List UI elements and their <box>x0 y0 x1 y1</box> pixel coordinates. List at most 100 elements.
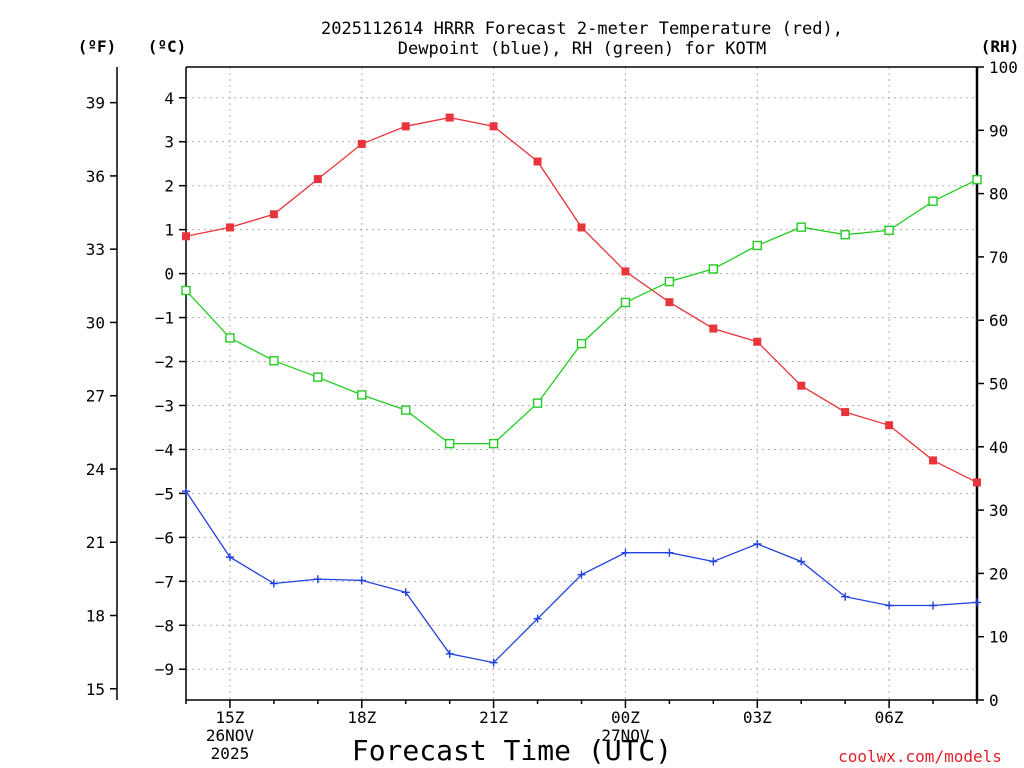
data-series <box>181 113 982 667</box>
dewpoint-point <box>929 601 938 610</box>
dewpoint-point <box>709 557 718 566</box>
rh-tick-label: 100 <box>989 58 1018 77</box>
dewpoint-point <box>885 601 894 610</box>
rh-point <box>928 196 938 206</box>
x-tick-year-label: 2025 <box>211 744 250 763</box>
rh-point <box>752 240 762 251</box>
dewpoint-point <box>753 539 762 548</box>
celsius-tick-label: −9 <box>155 660 174 679</box>
temperature-point <box>797 381 806 390</box>
rh-point <box>884 225 894 236</box>
celsius-tick-label: −7 <box>155 572 174 591</box>
celsius-tick-label: −4 <box>155 440 174 459</box>
temperature-line <box>185 116 978 483</box>
temperature-series <box>182 113 981 487</box>
chart-title-line-2: Dewpoint (blue), RH (green) for KOTM <box>398 39 766 59</box>
rh-point <box>796 222 806 232</box>
dewpoint-point <box>841 592 850 601</box>
celsius-tick-label: −3 <box>155 396 174 415</box>
celsius-tick-label: −1 <box>155 309 174 328</box>
rh-tick-label: 70 <box>989 248 1008 267</box>
temperature-point <box>621 267 630 276</box>
temperature-point <box>445 113 454 122</box>
dewpoint-point <box>533 614 542 623</box>
dewpoint-point <box>357 576 366 585</box>
celsius-tick-label: 1 <box>164 221 174 240</box>
gridlines <box>186 67 977 700</box>
rh-tick-label: 50 <box>989 375 1008 394</box>
temperature-point <box>533 157 542 166</box>
rh-point <box>576 338 587 349</box>
fahrenheit-tick-label: 39 <box>86 94 105 113</box>
temperature-point <box>973 478 981 487</box>
rh-series <box>181 174 982 449</box>
x-tick-date-label: 27NOV <box>601 726 650 745</box>
rh-point <box>840 230 850 240</box>
rh-point <box>269 356 279 366</box>
fahrenheit-tick-label: 21 <box>86 533 105 552</box>
dewpoint-point <box>182 487 190 496</box>
x-tick-label: 21Z <box>479 708 508 727</box>
celsius-tick-label: 4 <box>164 89 174 108</box>
rh-point <box>225 333 235 343</box>
celsius-tick-label: −2 <box>155 353 174 372</box>
dewpoint-point <box>621 548 630 557</box>
x-tick-label: 03Z <box>743 708 772 727</box>
x-tick-label: 00Z <box>611 708 640 727</box>
dewpoint-point <box>445 649 454 658</box>
temperature-point <box>753 337 762 346</box>
celsius-tick-label: −5 <box>155 484 174 503</box>
rh-point <box>181 285 191 296</box>
x-tick-label: 15Z <box>215 708 244 727</box>
temperature-point <box>929 456 938 465</box>
rh-point <box>488 438 499 449</box>
rh-point <box>708 264 719 274</box>
rh-tick-label: 40 <box>989 438 1008 457</box>
rh-tick-label: 0 <box>989 691 999 710</box>
x-axis-title: Forecast Time (UTC) <box>352 734 672 767</box>
celsius-tick-label: −6 <box>155 528 174 547</box>
rh-tick-label: 30 <box>989 501 1008 520</box>
rh-unit-label: (RH) <box>981 37 1020 56</box>
fahrenheit-tick-label: 24 <box>86 460 105 479</box>
fahrenheit-tick-label: 30 <box>86 313 105 332</box>
temperature-point <box>182 232 190 241</box>
rh-tick-label: 60 <box>989 311 1008 330</box>
temperature-point <box>357 139 366 148</box>
fahrenheit-tick-label: 36 <box>86 167 105 186</box>
rh-point <box>444 438 455 449</box>
dewpoint-point <box>973 598 981 607</box>
temperature-point <box>885 421 894 430</box>
fahrenheit-tick-label: 33 <box>86 240 105 259</box>
temperature-point <box>577 223 586 232</box>
chart-title-line-1: 2025112614 HRRR Forecast 2-meter Tempera… <box>321 19 843 39</box>
x-tick-label: 06Z <box>875 708 904 727</box>
dewpoint-series <box>182 487 981 667</box>
rh-tick-label: 10 <box>989 628 1008 647</box>
celsius-tick-label: 3 <box>164 133 174 152</box>
rh-tick-label: 80 <box>989 185 1008 204</box>
rh-tick-label: 90 <box>989 121 1008 140</box>
dewpoint-point <box>665 548 674 557</box>
temperature-point <box>401 122 410 131</box>
temperature-point <box>269 210 278 219</box>
temperature-point <box>841 408 850 417</box>
dewpoint-point <box>225 553 234 562</box>
dewpoint-point <box>489 658 498 667</box>
rh-point <box>620 297 631 308</box>
fahrenheit-unit-label: (ºF) <box>78 37 117 56</box>
temperature-point <box>225 223 234 232</box>
x-tick-label: 18Z <box>347 708 376 727</box>
axes: 43210−1−2−3−4−5−6−7−8−939363330272421181… <box>86 58 1018 763</box>
fahrenheit-tick-label: 15 <box>86 680 105 699</box>
rh-point <box>532 398 543 408</box>
celsius-tick-label: 0 <box>164 265 174 284</box>
fahrenheit-tick-label: 27 <box>86 387 105 406</box>
temperature-point <box>489 122 498 131</box>
rh-point <box>972 174 982 185</box>
source-credit: coolwx.com/models <box>838 747 1002 766</box>
temperature-point <box>709 324 718 333</box>
celsius-unit-label: (ºC) <box>148 37 187 56</box>
rh-point <box>401 405 411 415</box>
dewpoint-point <box>797 557 806 566</box>
